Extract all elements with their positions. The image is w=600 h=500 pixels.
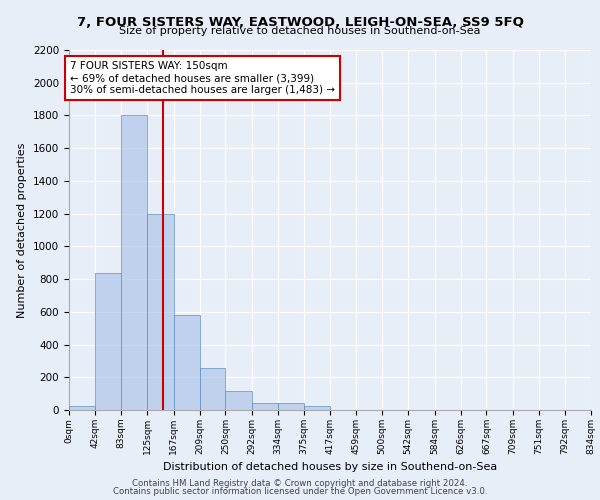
Text: Contains HM Land Registry data © Crown copyright and database right 2024.: Contains HM Land Registry data © Crown c…	[132, 478, 468, 488]
Bar	[200, 368, 226, 410]
Bar	[173, 315, 200, 410]
Bar	[95, 272, 121, 410]
Bar	[147, 214, 173, 410]
Bar	[304, 406, 330, 410]
Text: Size of property relative to detached houses in Southend-on-Sea: Size of property relative to detached ho…	[119, 26, 481, 36]
Text: 7 FOUR SISTERS WAY: 150sqm
← 69% of detached houses are smaller (3,399)
30% of s: 7 FOUR SISTERS WAY: 150sqm ← 69% of deta…	[70, 62, 335, 94]
Text: Contains public sector information licensed under the Open Government Licence v3: Contains public sector information licen…	[113, 487, 487, 496]
Bar	[121, 116, 147, 410]
Y-axis label: Number of detached properties: Number of detached properties	[17, 142, 28, 318]
Bar	[278, 402, 304, 410]
Bar	[252, 404, 278, 410]
Bar	[69, 406, 95, 410]
Text: 7, FOUR SISTERS WAY, EASTWOOD, LEIGH-ON-SEA, SS9 5FQ: 7, FOUR SISTERS WAY, EASTWOOD, LEIGH-ON-…	[77, 16, 523, 29]
Bar	[226, 391, 252, 410]
X-axis label: Distribution of detached houses by size in Southend-on-Sea: Distribution of detached houses by size …	[163, 462, 497, 472]
